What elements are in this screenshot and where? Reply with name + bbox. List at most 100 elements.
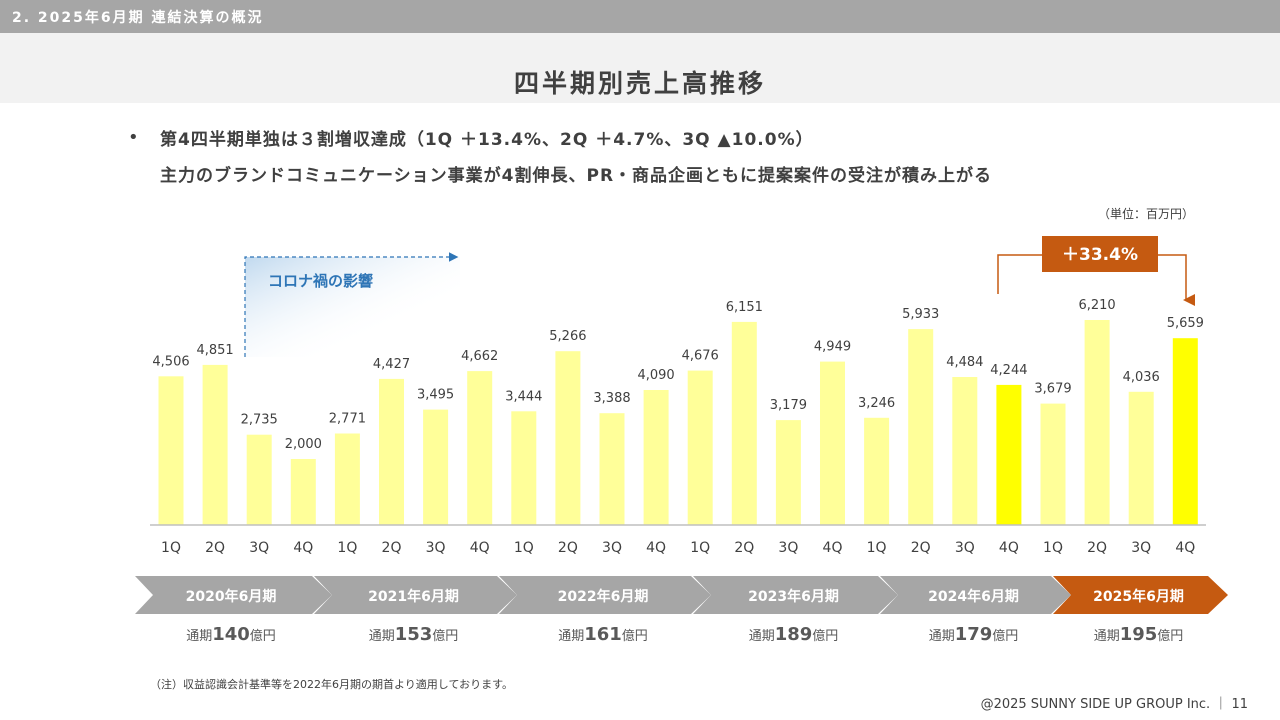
unit-label: （単位：百万円） bbox=[1097, 207, 1194, 221]
data-label-18: 5,933 bbox=[902, 307, 939, 322]
page-title: 四半期別売上高推移 bbox=[513, 69, 766, 98]
era-arrow-2021 bbox=[314, 576, 517, 614]
x-tick-label-14: 2Q bbox=[734, 540, 754, 556]
x-tick-label-2: 2Q bbox=[205, 540, 225, 556]
data-label-24: 5,659 bbox=[1167, 316, 1204, 331]
bar-14 bbox=[731, 321, 757, 525]
era-arrow-2024 bbox=[880, 576, 1071, 614]
data-label-3: 2,735 bbox=[241, 413, 278, 428]
bullet-line-2: 主力のブランドコミュニケーション事業が4割伸長、PR・商品企画ともに提案案件の受… bbox=[160, 166, 993, 186]
bullet-dot: • bbox=[128, 127, 139, 148]
bar-24 bbox=[1172, 338, 1198, 525]
bar-17 bbox=[864, 417, 890, 525]
section-label: 2. 2025年6月期 連結決算の概況 bbox=[12, 10, 264, 26]
data-label-20: 4,244 bbox=[990, 363, 1027, 378]
bar-4 bbox=[290, 459, 316, 525]
covid-annotation: コロナ禍の影響 bbox=[268, 272, 373, 290]
era-label-2021: 2021年6月期 bbox=[368, 589, 459, 605]
bar-16 bbox=[820, 361, 845, 525]
x-tick-label-15: 3Q bbox=[778, 540, 798, 556]
era-label-2023: 2023年6月期 bbox=[748, 589, 839, 605]
x-tick-label-12: 4Q bbox=[646, 540, 666, 556]
bar-6 bbox=[379, 378, 404, 525]
x-tick-label-9: 1Q bbox=[514, 540, 534, 556]
growth-label: ＋33.4% bbox=[1062, 245, 1138, 265]
x-tick-label-13: 1Q bbox=[690, 540, 710, 556]
x-tick-label-24: 4Q bbox=[1175, 540, 1195, 556]
data-label-22: 6,210 bbox=[1078, 298, 1115, 313]
x-tick-label-5: 1Q bbox=[337, 540, 357, 556]
x-tick-label-16: 4Q bbox=[823, 540, 843, 556]
x-tick-label-18: 2Q bbox=[911, 540, 931, 556]
x-tick-label-23: 3Q bbox=[1131, 540, 1151, 556]
data-label-13: 4,676 bbox=[682, 349, 719, 364]
x-tick-label-17: 1Q bbox=[867, 540, 887, 556]
x-tick-label-7: 3Q bbox=[426, 540, 446, 556]
covid-impact-indicator: コロナ禍の影響 bbox=[244, 252, 460, 357]
bar-21 bbox=[1040, 403, 1066, 525]
bullet-line-1: 第4四半期単独は３割増収達成（1Q ＋13.4%、2Q ＋4.7%、3Q ▲10… bbox=[160, 130, 814, 150]
bar-10 bbox=[555, 351, 581, 525]
bar-9 bbox=[511, 411, 537, 525]
footnote: （注）収益認識会計基準等を2022年6月期の期首より適用しております。 bbox=[150, 678, 514, 691]
bar-7 bbox=[423, 409, 449, 525]
bar-20 bbox=[996, 384, 1022, 525]
data-label-2: 4,851 bbox=[196, 343, 233, 358]
era-label-2020: 2020年6月期 bbox=[185, 589, 277, 605]
data-label-19: 4,484 bbox=[946, 355, 983, 370]
x-tick-label-1: 1Q bbox=[161, 540, 181, 556]
section-header-bar: 2. 2025年6月期 連結決算の概況 bbox=[0, 0, 1280, 33]
bar-15 bbox=[775, 420, 801, 525]
x-tick-label-3: 3Q bbox=[249, 540, 269, 556]
data-label-15: 3,179 bbox=[770, 398, 807, 413]
bar-3 bbox=[246, 434, 272, 525]
bar-12 bbox=[643, 390, 669, 525]
copyright: @2025 SUNNY SIDE UP GROUP Inc. ｜ 11 bbox=[980, 697, 1248, 712]
era-label-2025: 2025年6月期 bbox=[1093, 589, 1184, 605]
era-arrow-2020 bbox=[135, 576, 332, 614]
data-label-17: 3,246 bbox=[858, 396, 895, 411]
data-label-21: 3,679 bbox=[1034, 382, 1071, 397]
bar-18 bbox=[908, 329, 934, 525]
bar-19 bbox=[952, 377, 978, 525]
bar-22 bbox=[1084, 320, 1110, 525]
x-tick-label-22: 2Q bbox=[1087, 540, 1107, 556]
annual-total-2020: 通期140億円 bbox=[186, 624, 276, 645]
fiscal-year-arrows bbox=[135, 576, 1228, 614]
growth-badge bbox=[1042, 236, 1158, 272]
bar-11 bbox=[599, 413, 625, 525]
bar-23 bbox=[1128, 391, 1154, 525]
bar-2 bbox=[202, 364, 228, 525]
growth-callout: ＋33.4% bbox=[997, 236, 1195, 306]
annual-total-2021: 通期153億円 bbox=[368, 624, 459, 645]
bar-1 bbox=[158, 376, 184, 525]
x-tick-label-10: 2Q bbox=[558, 540, 578, 556]
annual-total-2024: 通期179億円 bbox=[928, 624, 1019, 645]
data-label-9: 3,444 bbox=[505, 389, 542, 404]
era-label-2024: 2024年6月期 bbox=[928, 589, 1019, 605]
annual-total-2022: 通期161億円 bbox=[558, 624, 648, 645]
title-band bbox=[0, 33, 1280, 103]
bar-8 bbox=[467, 371, 493, 525]
data-label-4: 2,000 bbox=[285, 437, 322, 452]
x-tick-label-11: 3Q bbox=[602, 540, 622, 556]
data-label-14: 6,151 bbox=[726, 300, 763, 315]
era-arrow-2023 bbox=[693, 576, 898, 614]
data-label-1: 4,506 bbox=[152, 354, 189, 369]
data-label-6: 4,427 bbox=[373, 357, 410, 372]
data-label-11: 3,388 bbox=[593, 391, 630, 406]
x-tick-label-20: 4Q bbox=[999, 540, 1019, 556]
data-label-23: 4,036 bbox=[1123, 370, 1160, 385]
annual-total-2023: 通期189億円 bbox=[748, 624, 839, 645]
bar-13 bbox=[687, 370, 713, 525]
data-label-16: 4,949 bbox=[814, 340, 851, 355]
era-arrow-2022 bbox=[499, 576, 711, 614]
data-label-10: 5,266 bbox=[549, 329, 586, 344]
data-label-12: 4,090 bbox=[637, 368, 674, 383]
annual-total-2025: 通期195億円 bbox=[1093, 624, 1184, 645]
x-tick-label-6: 2Q bbox=[382, 540, 402, 556]
x-tick-label-21: 1Q bbox=[1043, 540, 1063, 556]
era-label-2022: 2022年6月期 bbox=[557, 589, 649, 605]
data-label-8: 4,662 bbox=[461, 349, 498, 364]
